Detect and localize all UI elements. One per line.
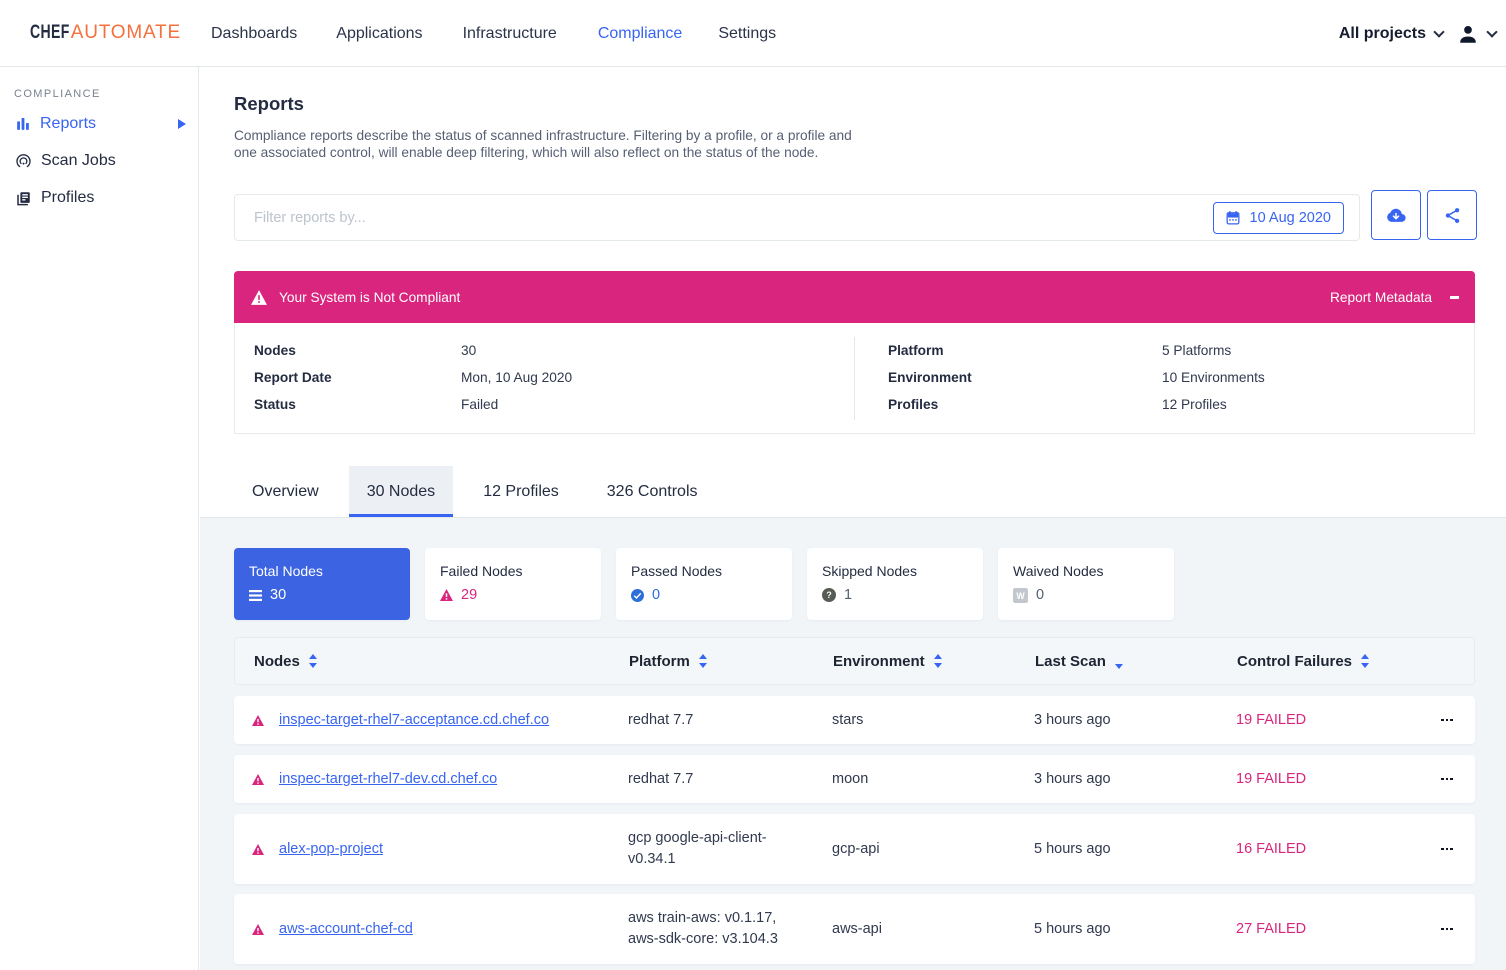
- svg-text:W: W: [1016, 590, 1025, 600]
- svg-text:?: ?: [826, 590, 831, 600]
